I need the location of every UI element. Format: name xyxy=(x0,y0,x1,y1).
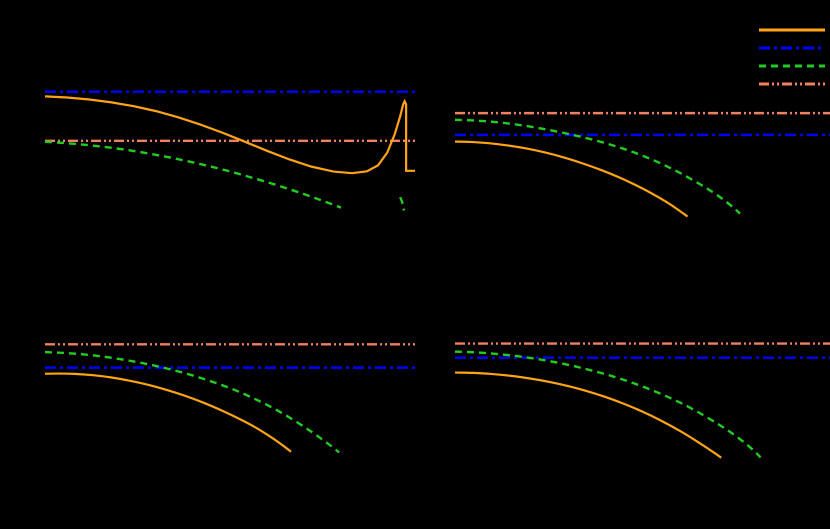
panel-bottom-left-plot xyxy=(44,343,415,454)
panel-bottom-right xyxy=(454,330,830,495)
panel-bottom-right-plot xyxy=(454,342,830,459)
panel-top-right-plot xyxy=(454,111,830,218)
panel-top-left-plot xyxy=(44,90,415,211)
legend-swatches xyxy=(759,28,825,86)
panel-top-right xyxy=(454,100,830,260)
panel-bottom-left xyxy=(44,330,415,495)
legend xyxy=(757,22,827,92)
panel-top-left xyxy=(44,78,415,260)
